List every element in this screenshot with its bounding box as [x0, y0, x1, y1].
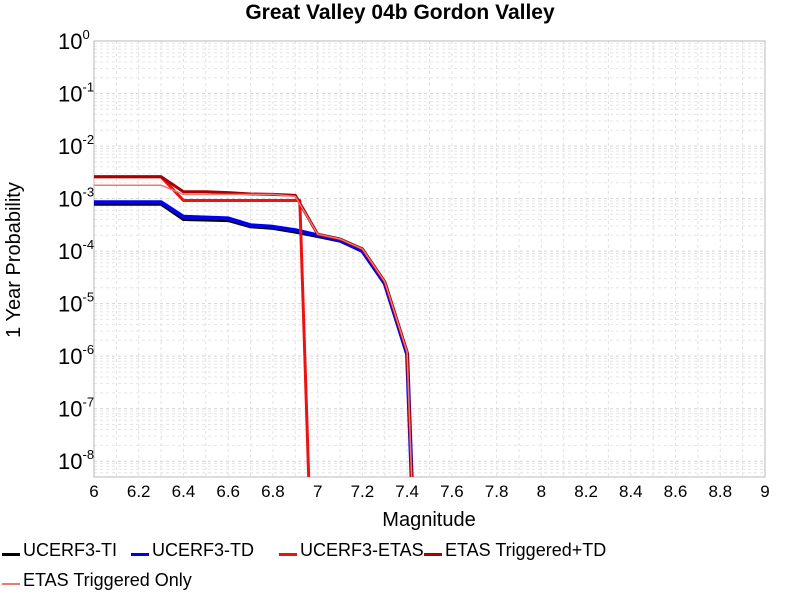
x-tick-label: 6.8 [261, 482, 285, 501]
x-tick-label: 7.4 [395, 482, 419, 501]
series-line-3 [94, 175, 414, 477]
x-tick-label: 7.8 [485, 482, 509, 501]
legend-swatch [279, 552, 297, 556]
x-tick-label: 8.8 [708, 482, 732, 501]
y-tick-label: 100 [58, 27, 90, 54]
x-tick-label: 7 [313, 482, 322, 501]
x-tick-label: 6.2 [127, 482, 151, 501]
legend-swatch [424, 552, 442, 556]
y-tick-label: 10-6 [58, 342, 94, 369]
x-tick-label: 6.4 [172, 482, 196, 501]
legend-item: ETAS Triggered+TD [424, 537, 606, 563]
plot-frame [93, 40, 766, 478]
y-tick-label: 10-4 [58, 237, 94, 264]
y-tick-label: 10-8 [58, 447, 94, 474]
x-tick-labels: 6 6.2 6.4 6.6 6.8 7 7.2 7.4 7.6 7.8 8 8.2 8.4 8.6 8.8 9 [89, 482, 769, 501]
y-tick-label: 10-1 [58, 80, 94, 107]
legend-swatch [2, 583, 20, 585]
x-axis-label: Magnitude [382, 509, 475, 531]
legend-label: ETAS Triggered Only [23, 569, 192, 590]
y-tick-label: 10-2 [58, 132, 94, 159]
legend-item: UCERF3-TD [131, 537, 254, 563]
series-lines [94, 175, 414, 477]
legend-item: ETAS Triggered Only [2, 567, 192, 593]
chart-svg: 6 6.2 6.4 6.6 6.8 7 7.2 7.4 7.6 7.8 8 8.2 8.4 8.6 8.8 9… [3, 1, 770, 531]
series-line-2 [94, 175, 311, 477]
y-tick-label: 10-3 [58, 185, 94, 212]
legend-label: UCERF3-TI [23, 539, 117, 560]
y-tick-labels: 100 10-1 10-2 10-3 10-4 10-5 10-6 10-7 10-8 [58, 27, 94, 474]
x-tick-label: 7.2 [351, 482, 375, 501]
legend-label: ETAS Triggered+TD [445, 539, 607, 560]
x-tick-label: 8 [537, 482, 546, 501]
x-tick-label: 6.6 [216, 482, 240, 501]
grid-lines [93, 40, 766, 478]
legend-label: UCERF3-ETAS [300, 539, 424, 560]
x-tick-label: 8.6 [664, 482, 688, 501]
x-tick-label: 7.6 [440, 482, 464, 501]
legend-item: UCERF3-ETAS [279, 537, 424, 563]
chart-title: Great Valley 04b Gordon Valley [245, 1, 555, 24]
legend-swatch [131, 552, 149, 556]
y-tick-label: 10-7 [58, 395, 94, 422]
legend: UCERF3-TI UCERF3-TD UCERF3-ETAS ETAS Trigge… [0, 536, 800, 600]
y-axis-label: 1 Year Probability [3, 182, 25, 338]
x-tick-label: 9 [760, 482, 769, 501]
series-line-4 [94, 184, 413, 477]
legend-swatch [2, 552, 20, 556]
x-tick-label: 8.2 [574, 482, 598, 501]
x-tick-label: 6 [89, 482, 98, 501]
x-tick-label: 8.4 [619, 482, 643, 501]
legend-item: UCERF3-TI [2, 537, 117, 563]
legend-label: UCERF3-TD [152, 539, 254, 560]
y-tick-label: 10-5 [58, 290, 94, 317]
